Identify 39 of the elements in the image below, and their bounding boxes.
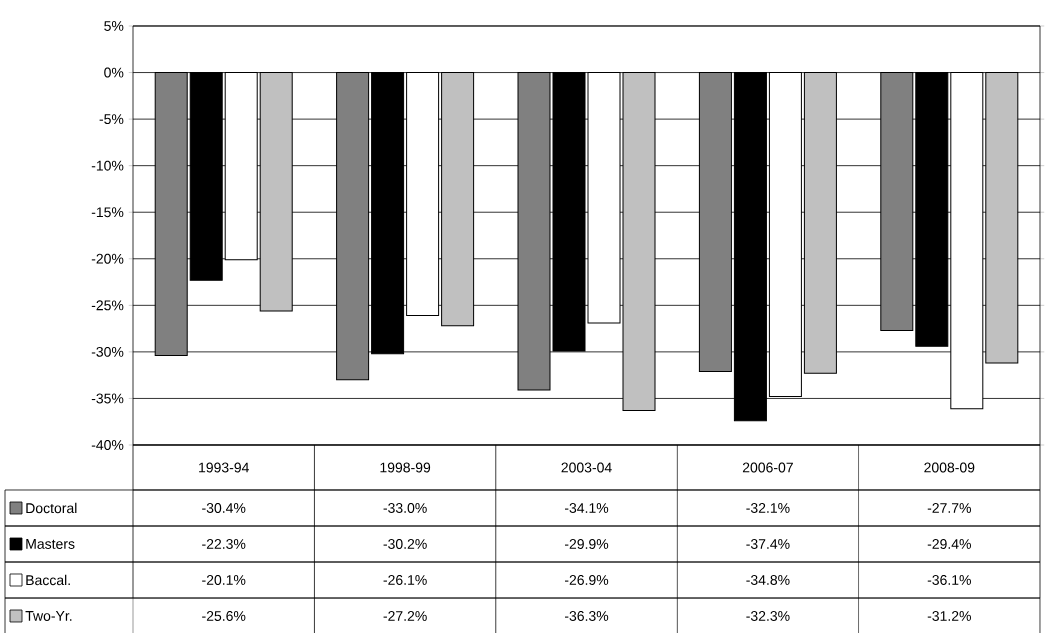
data-label: -26.1% — [383, 575, 427, 585]
data-label: -32.1% — [746, 503, 790, 513]
data-label: -34.8% — [746, 575, 790, 585]
y-tick-label: -35% — [91, 393, 124, 404]
legend-label: Baccal. — [26, 574, 70, 586]
y-tick-label: -20% — [91, 253, 124, 264]
x-tick-label: 2006-07 — [742, 462, 793, 473]
data-label: -29.4% — [927, 539, 971, 549]
y-tick-label: -25% — [91, 300, 124, 311]
data-label: -33.0% — [383, 503, 427, 513]
data-label: -27.7% — [927, 503, 971, 513]
y-tick-label: -30% — [91, 346, 124, 357]
x-tick-label: 1993-94 — [199, 462, 249, 473]
y-tick-label: -15% — [91, 207, 124, 218]
data-label: -22.3% — [202, 539, 246, 549]
x-tick-label: 2008-09 — [924, 462, 975, 473]
legend-label: Doctoral — [26, 502, 77, 514]
x-tick-label: 2003-04 — [561, 462, 612, 473]
y-tick-label: -40% — [91, 440, 124, 450]
data-label: -34.1% — [564, 503, 609, 513]
data-label: -25.6% — [202, 611, 246, 621]
y-tick-label: -10% — [91, 160, 124, 171]
y-tick-label: 0% — [104, 67, 124, 78]
y-tick-label: 5% — [104, 21, 124, 31]
legend-label: Masters — [26, 539, 75, 549]
data-label: -20.1% — [202, 575, 246, 585]
data-label: -30.2% — [383, 539, 427, 549]
data-label: -29.9% — [564, 539, 609, 549]
data-label: -27.2% — [383, 611, 427, 621]
legend-label: Two-Yr. — [25, 611, 72, 621]
data-label: -36.1% — [927, 575, 971, 585]
data-label: -32.3% — [746, 611, 790, 621]
data-label: -31.2% — [927, 611, 971, 621]
data-label: -26.9% — [564, 575, 609, 585]
x-tick-label: 1998-99 — [380, 462, 431, 473]
data-label: -30.4% — [202, 503, 246, 513]
data-label: -37.4% — [746, 539, 790, 549]
data-label: -36.3% — [564, 611, 609, 621]
y-tick-label: -5% — [99, 114, 124, 125]
